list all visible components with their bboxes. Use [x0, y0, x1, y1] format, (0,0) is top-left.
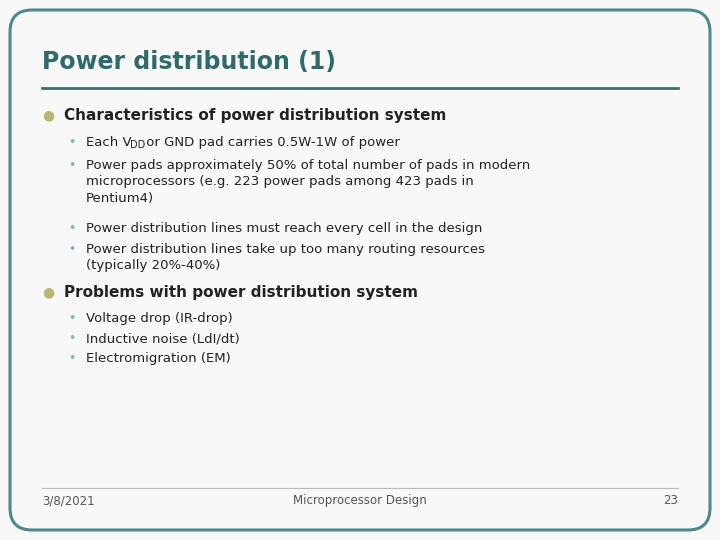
Text: Each V: Each V — [86, 136, 132, 149]
Text: •: • — [68, 222, 76, 235]
Text: Power pads approximately 50% of total number of pads in modern
microprocessors (: Power pads approximately 50% of total nu… — [86, 159, 530, 205]
Text: Power distribution lines take up too many routing resources
(typically 20%-40%): Power distribution lines take up too man… — [86, 243, 485, 273]
Text: Characteristics of power distribution system: Characteristics of power distribution sy… — [64, 108, 446, 123]
Text: 3/8/2021: 3/8/2021 — [42, 494, 94, 507]
Text: ●: ● — [42, 285, 54, 299]
Text: or GND pad carries 0.5W-1W of power: or GND pad carries 0.5W-1W of power — [142, 136, 400, 149]
Text: Inductive noise (LdI/dt): Inductive noise (LdI/dt) — [86, 332, 240, 345]
Text: DD: DD — [130, 140, 145, 150]
Text: Voltage drop (IR-drop): Voltage drop (IR-drop) — [86, 312, 233, 325]
Text: •: • — [68, 159, 76, 172]
Text: Problems with power distribution system: Problems with power distribution system — [64, 285, 418, 300]
Text: 23: 23 — [663, 494, 678, 507]
Text: ●: ● — [42, 108, 54, 122]
Text: Microprocessor Design: Microprocessor Design — [293, 494, 427, 507]
Text: Power distribution lines must reach every cell in the design: Power distribution lines must reach ever… — [86, 222, 482, 235]
FancyBboxPatch shape — [10, 10, 710, 530]
Text: •: • — [68, 136, 76, 149]
Text: Electromigration (EM): Electromigration (EM) — [86, 352, 230, 365]
Text: •: • — [68, 352, 76, 365]
Text: •: • — [68, 243, 76, 256]
Text: •: • — [68, 332, 76, 345]
Text: Power distribution (1): Power distribution (1) — [42, 50, 336, 74]
Text: •: • — [68, 312, 76, 325]
